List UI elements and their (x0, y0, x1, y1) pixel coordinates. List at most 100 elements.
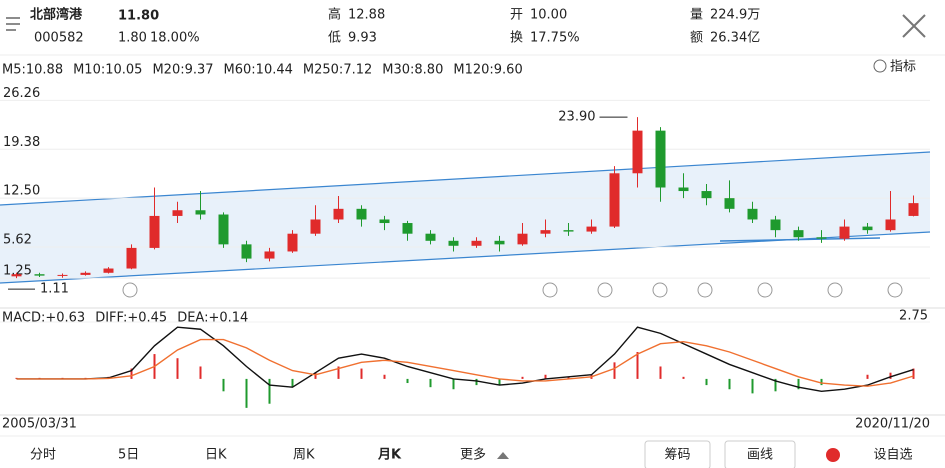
stat-value: 224.9万 (710, 8, 760, 23)
candle-body (609, 173, 620, 227)
button-frame (724, 440, 796, 468)
candle-body (80, 272, 91, 275)
button[interactable]: 画线 (747, 448, 773, 463)
stat-label: 量 (690, 8, 703, 23)
candle-body (540, 230, 551, 234)
candle-body (195, 210, 206, 215)
ma-legend: M60:10.44 (224, 63, 293, 78)
candle-body (149, 215, 160, 248)
indicator-icon[interactable] (873, 59, 887, 73)
stat-label: 额 (690, 31, 703, 46)
indicator-button[interactable]: 指标 (890, 60, 916, 75)
candle-body (172, 210, 183, 216)
candle-body (586, 226, 597, 232)
button[interactable]: 设自选 (873, 448, 912, 463)
alert-dot (826, 448, 840, 462)
candle-body (494, 240, 505, 245)
channel-fill (0, 152, 930, 283)
stat-value: 12.88 (348, 8, 385, 23)
candle-body (425, 233, 436, 241)
price: 11.80 (118, 9, 159, 24)
y-tick-label: 5.62 (3, 233, 32, 248)
candle-body (770, 219, 781, 231)
candle-body (11, 274, 22, 277)
more-arrow (497, 452, 509, 459)
y-tick-label: 26.26 (3, 86, 40, 101)
ma-legend: M20:9.37 (152, 63, 213, 78)
candle-body (655, 130, 666, 188)
candle-body (816, 237, 827, 239)
macd-legend: MACD:+0.63 (2, 311, 85, 326)
event-marker (887, 282, 903, 298)
menu-icon[interactable] (6, 17, 20, 31)
candle-body (517, 233, 528, 245)
button-frame (644, 440, 711, 468)
candle-body (563, 230, 574, 232)
support-line (719, 237, 881, 242)
candle-body (241, 244, 252, 259)
candle-body (333, 208, 344, 220)
candle-body (356, 208, 367, 220)
event-marker (122, 282, 138, 298)
tab[interactable]: 周K (293, 448, 315, 463)
ma-legend: M120:9.60 (453, 63, 522, 78)
stat-label: 换 (510, 31, 523, 46)
annotation: 1.11 (40, 282, 69, 297)
macd-legend: DIFF:+0.45 (95, 311, 167, 326)
macd-legend: DEA:+0.14 (177, 311, 248, 326)
candle-body (471, 240, 482, 246)
stat-value: 10.00 (530, 8, 567, 23)
candle-body (678, 187, 689, 192)
candle-body (287, 233, 298, 252)
candle-body (724, 198, 735, 209)
candle-body (448, 240, 459, 246)
event-marker (542, 282, 558, 298)
candle-body (632, 130, 643, 174)
candle-body (862, 226, 873, 231)
candle-body (885, 219, 896, 231)
candle-body (126, 247, 137, 269)
change: 1.80 (118, 31, 147, 46)
stat-label: 低 (328, 31, 341, 46)
dea-line (16, 338, 914, 387)
candle-body (379, 219, 390, 224)
ma-legend: M250:7.12 (303, 63, 372, 78)
candle-body (908, 203, 919, 216)
ma-legend: M10:10.05 (73, 63, 142, 78)
ma-legend: M30:8.80 (382, 63, 443, 78)
stock-name: 北部湾港 (30, 7, 83, 23)
annotation: 23.90 (558, 110, 595, 125)
close-button[interactable] (902, 14, 926, 38)
y-tick-label: 12.50 (3, 184, 40, 199)
stat-value: 17.75% (530, 31, 580, 46)
tab[interactable]: 更多 (460, 447, 486, 463)
candle-body (103, 268, 114, 273)
event-marker (697, 282, 713, 298)
candle-body (57, 274, 68, 276)
x-end-label: 2020/11/20 (855, 417, 930, 432)
button[interactable]: 筹码 (664, 447, 690, 463)
change-pct: 18.00% (150, 31, 200, 46)
stock-code: 000582 (34, 31, 84, 46)
tab[interactable]: 月K (377, 448, 402, 463)
event-marker (597, 282, 613, 298)
stat-value: 26.34亿 (710, 31, 760, 46)
candle-body (310, 219, 321, 234)
event-marker (757, 282, 773, 298)
diff-line (16, 326, 914, 393)
stat-label: 高 (328, 7, 341, 23)
tab[interactable]: 日K (205, 448, 227, 463)
tab[interactable]: 分时 (30, 448, 56, 463)
candle-body (747, 208, 758, 220)
event-markers (122, 282, 903, 298)
y-tick-label: 2.75 (899, 309, 928, 324)
candle-body (839, 226, 850, 239)
tab[interactable]: 5日 (118, 448, 139, 463)
candle-body (264, 251, 275, 259)
x-start-label: 2005/03/31 (2, 417, 77, 432)
candle-body (34, 274, 45, 276)
stat-value: 9.93 (348, 31, 377, 46)
candle-body (701, 191, 712, 199)
event-marker (652, 282, 668, 298)
